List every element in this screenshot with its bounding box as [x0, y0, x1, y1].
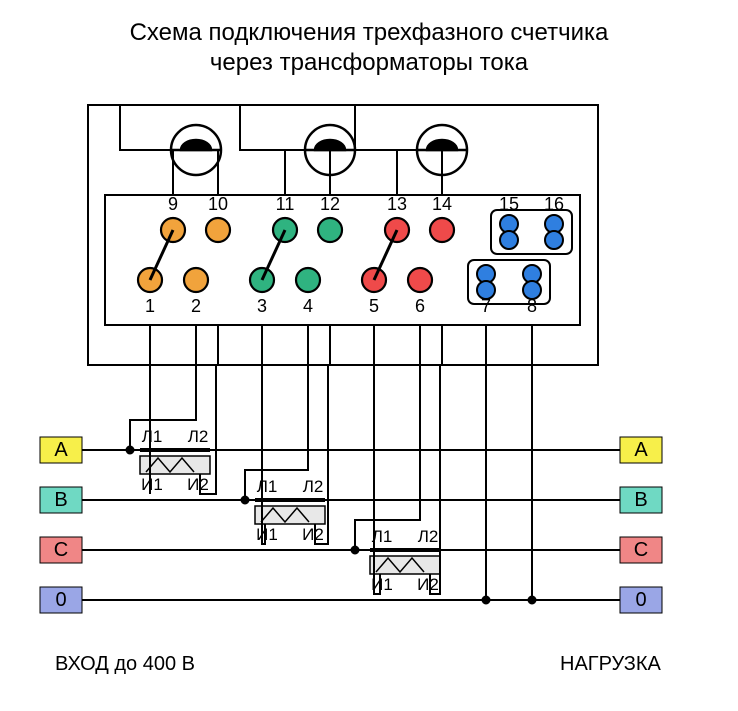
w-t6	[355, 365, 420, 550]
terminal-15-b	[500, 231, 518, 249]
ct-A-L2: Л2	[188, 427, 209, 446]
ct-C-body	[370, 556, 440, 574]
terminal-label-13: 13	[387, 194, 407, 214]
phase-label-left-C: C	[54, 539, 68, 561]
terminal-label-14: 14	[432, 194, 452, 214]
terminal-label-3: 3	[257, 296, 267, 316]
terminal-label-12: 12	[320, 194, 340, 214]
title-line-1: Схема подключения трехфазного счетчика	[130, 19, 609, 46]
terminal-label-5: 5	[369, 296, 379, 316]
output-caption: НАГРУЗКА	[560, 653, 662, 675]
terminal-label-8: 8	[527, 296, 537, 316]
current-transformers: Л1Л2И1И2Л1Л2И1И2Л1Л2И1И2	[140, 427, 440, 594]
ct-B-I2: И2	[302, 525, 324, 544]
terminal-label-2: 2	[191, 296, 201, 316]
dot-B	[242, 497, 249, 504]
ct-C-I2: И2	[417, 575, 439, 594]
terminal-6	[408, 268, 432, 292]
terminal-label-10: 10	[208, 194, 228, 214]
phase-label-right-C: C	[634, 539, 648, 561]
terminal-label-4: 4	[303, 296, 313, 316]
input-caption: ВХОД до 400 В	[55, 653, 195, 675]
w-t2	[130, 365, 196, 450]
terminal-12	[318, 218, 342, 242]
ct-B-I1: И1	[256, 525, 278, 544]
terminal-label-11: 11	[276, 194, 295, 214]
phase-bars: A A B B C C 0 0	[40, 437, 662, 613]
terminal-14	[430, 218, 454, 242]
ct-A-L1: Л1	[142, 427, 163, 446]
phase-label-right-B: B	[634, 489, 647, 511]
phase-label-left-B: B	[54, 489, 67, 511]
terminal-4	[296, 268, 320, 292]
coil-wires	[120, 105, 442, 195]
dot-C	[352, 547, 359, 554]
ct-B-L2: Л2	[303, 477, 324, 496]
terminal-label-9: 9	[168, 194, 178, 214]
ct-B-body	[255, 506, 325, 524]
dot-A	[127, 447, 134, 454]
terminal-10	[206, 218, 230, 242]
ct-C-L2: Л2	[418, 527, 439, 546]
terminal-16-b	[545, 231, 563, 249]
phase-label-left-A: A	[54, 439, 68, 461]
terminal-label-7: 7	[481, 296, 491, 316]
terminals-group: 12345678910111213141516	[138, 194, 572, 316]
sense-coils	[171, 125, 467, 175]
dot-N1	[483, 597, 490, 604]
dot-N2	[529, 597, 536, 604]
phase-label-right-0: 0	[635, 589, 646, 611]
terminal-label-1: 1	[145, 296, 155, 316]
ct-A-I2: И2	[187, 475, 209, 494]
terminal-2	[184, 268, 208, 292]
wiring-diagram: Схема подключения трехфазного счетчика ч…	[0, 0, 738, 711]
ct-B-L1: Л1	[257, 477, 278, 496]
phase-label-left-0: 0	[55, 589, 66, 611]
title-line-2: через трансформаторы тока	[210, 49, 529, 76]
terminal-label-6: 6	[415, 296, 425, 316]
phase-label-right-A: A	[634, 439, 648, 461]
ct-A-I1: И1	[141, 475, 163, 494]
